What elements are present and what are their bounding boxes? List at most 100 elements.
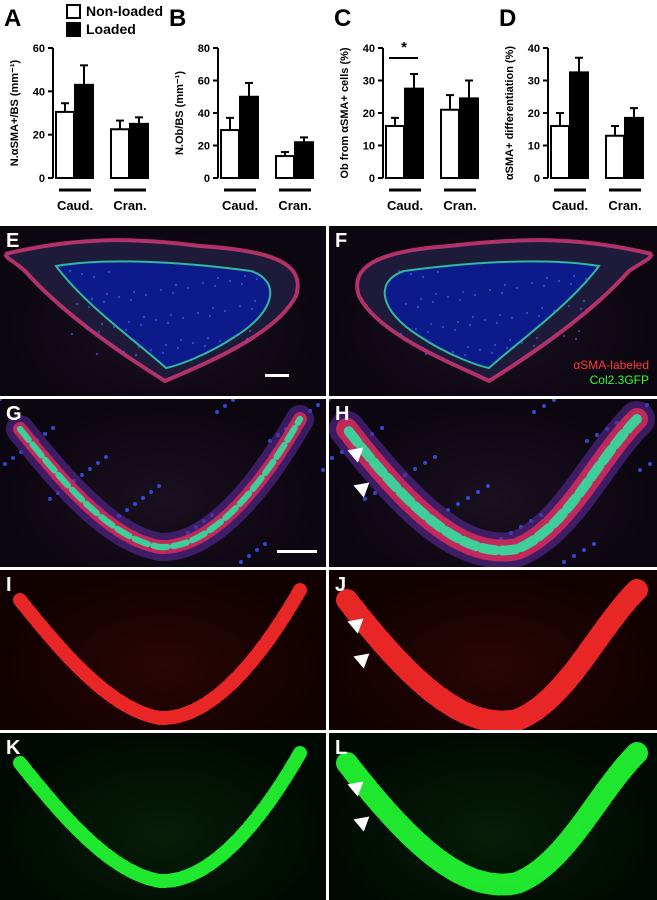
- nucleus-dot: [88, 467, 92, 471]
- bar-chart-b: B N.Ob/BS (mm⁻¹) 0 20 40 60 80 Caud. Cran.: [169, 5, 314, 213]
- nucleus-dot: [211, 306, 215, 310]
- panel-letter: L: [335, 737, 348, 759]
- nucleus-dot: [206, 336, 210, 340]
- nucleus-dot: [253, 299, 257, 303]
- nucleus-dot: [157, 484, 161, 488]
- nucleus-dot: [498, 313, 502, 317]
- nucleus-dot: [87, 305, 91, 309]
- nucleus-dot: [134, 353, 138, 357]
- nucleus-dot: [421, 275, 425, 279]
- gfp-cells: [16, 415, 304, 551]
- nucleus-dot: [404, 302, 408, 306]
- nucleus-dot: [176, 346, 180, 350]
- marrow-cavity: [54, 260, 272, 370]
- nucleus-dot: [171, 291, 175, 295]
- bar-loaded-cran: [459, 97, 479, 179]
- nucleus-dot: [562, 560, 566, 564]
- nucleus-dot: [363, 497, 367, 501]
- x-tick-label: Caud.: [552, 198, 588, 213]
- nucleus-dot: [537, 314, 541, 318]
- nucleus-dot: [245, 337, 249, 341]
- y-axis-label: Ob from αSMA+ cells (%): [339, 47, 351, 178]
- tissue-image: [355, 238, 654, 384]
- nucleus-dot: [105, 292, 109, 296]
- nucleus-dot: [505, 346, 509, 350]
- nucleus-dot: [239, 560, 243, 564]
- nucleus-dot: [453, 328, 457, 332]
- nucleus-dot: [508, 338, 512, 342]
- nucleus-dot: [582, 299, 586, 303]
- nucleus-dot: [520, 341, 524, 345]
- bar-nonloaded-cran: [605, 134, 625, 179]
- nucleus-dot: [429, 322, 433, 326]
- nucleus-dot: [463, 353, 467, 357]
- tissue-image: [0, 399, 325, 564]
- bar-nonloaded-cran: [275, 155, 295, 179]
- micrograph-j: J: [329, 570, 657, 730]
- nucleus-dot: [493, 343, 497, 347]
- nucleus-dot: [154, 318, 158, 322]
- bar-loaded-caud: [239, 95, 259, 179]
- legend-swatch-loaded: [66, 21, 81, 37]
- nucleus-dot: [552, 309, 556, 313]
- nucleus-dot: [456, 502, 460, 506]
- nucleus-dot: [95, 352, 99, 356]
- nucleus-dot: [414, 327, 418, 331]
- y-tick-label: 20: [363, 108, 375, 120]
- nucleus-dot: [466, 496, 470, 500]
- nucleus-dot: [535, 336, 539, 340]
- y-tick-label: 40: [198, 108, 210, 120]
- chart-panel-a: A N.αSMA+/BS (mm⁻¹) 0 20 40 60 Caud. Cran.: [0, 0, 162, 222]
- nucleus-dot: [574, 337, 578, 341]
- bar-loaded-caud: [569, 71, 589, 179]
- y-tick-label: 60: [33, 43, 45, 55]
- nucleus-dot: [584, 277, 588, 281]
- y-tick-label: 10: [528, 141, 540, 153]
- chart-legend: Non-loaded Loaded: [66, 2, 163, 38]
- nucleus-dot: [638, 468, 642, 472]
- nucleus-dot: [399, 332, 403, 336]
- nucleus-dot: [451, 350, 455, 354]
- nucleus-dot: [488, 288, 492, 292]
- nucleus-dot: [48, 497, 52, 501]
- nucleus-dot: [592, 542, 596, 546]
- nucleus-dot: [238, 304, 242, 308]
- nucleus-dot: [68, 269, 72, 273]
- labeled-cells: [13, 583, 307, 726]
- nucleus-dot: [247, 554, 251, 558]
- legend-label-nonloaded: Non-loaded: [86, 3, 163, 19]
- bar-nonloaded-cran: [440, 108, 460, 179]
- nucleus-dot: [582, 548, 586, 552]
- labeled-cells: [13, 746, 307, 889]
- nucleus-dot: [223, 309, 227, 313]
- panel-letter: E: [6, 230, 20, 252]
- labeled-cells: [336, 579, 648, 730]
- y-axis-label: N.Ob/BS (mm⁻¹): [174, 71, 186, 155]
- nucleus-dot: [542, 404, 546, 408]
- nucleus-dot: [96, 461, 100, 465]
- scale-bar: [277, 550, 317, 553]
- bar-loaded-caud: [74, 83, 94, 179]
- panel-letter: I: [6, 574, 12, 596]
- nucleus-dot: [515, 286, 519, 290]
- legend-label-loaded: Loaded: [86, 21, 136, 37]
- nucleus-dot: [216, 276, 220, 280]
- nucleus-dot: [107, 270, 111, 274]
- nucleus-dot: [577, 329, 581, 333]
- nucleus-dot: [3, 462, 7, 466]
- nucleus-dot: [380, 426, 384, 430]
- bar-chart-a: A N.αSMA+/BS (mm⁻¹) 0 20 40 60 Caud. Cran.: [4, 5, 149, 213]
- nucleus-dot: [433, 455, 437, 459]
- chart-panel-c: C Ob from αSMA+ cells (%) 0 10 20 30 40 Caud. Cr…: [330, 0, 492, 222]
- nucleus-dot: [85, 327, 89, 331]
- stain-legend: αSMA-labeled Col2.3GFP: [573, 358, 649, 388]
- nucleus-dot: [213, 284, 217, 288]
- nucleus-dot: [174, 283, 178, 287]
- nucleus-dot: [468, 323, 472, 327]
- y-axis-label: N.αSMA+/BS (mm⁻¹): [9, 59, 21, 166]
- nucleus-dot: [208, 314, 212, 318]
- nucleus-dot: [51, 426, 55, 430]
- nucleus-dot: [164, 343, 168, 347]
- bar-nonloaded-caud: [220, 129, 240, 179]
